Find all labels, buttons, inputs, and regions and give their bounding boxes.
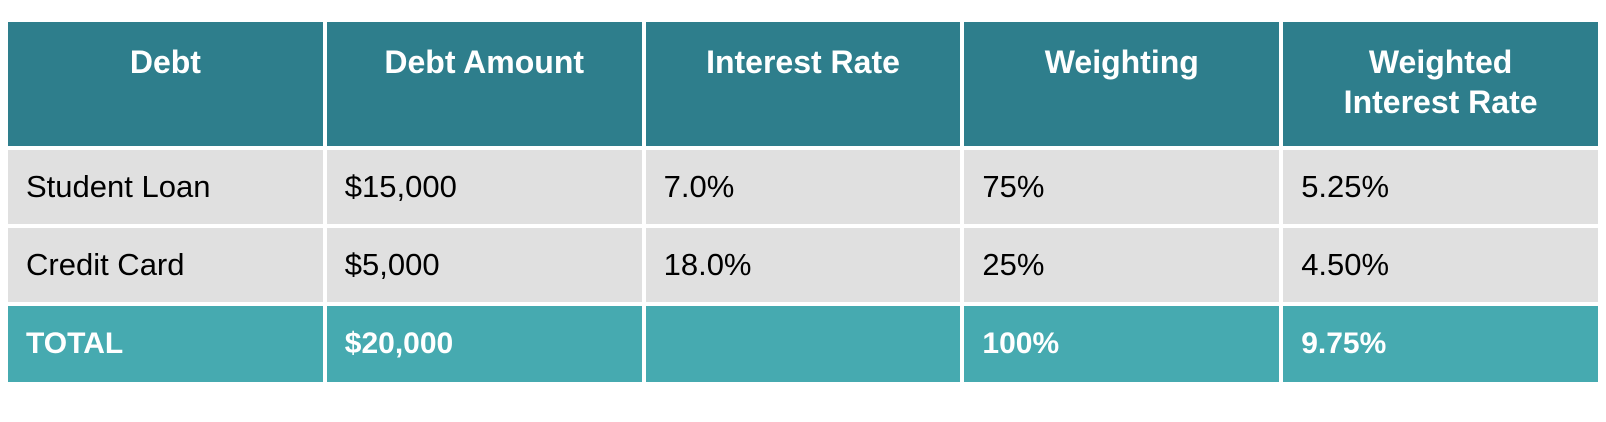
cell-debt: Credit Card	[8, 228, 323, 302]
cell-weighting: 25%	[964, 228, 1280, 302]
cell-interest-rate: 7.0%	[645, 150, 961, 224]
cell-total-weighted-interest-rate: 9.75%	[1283, 306, 1598, 382]
cell-weighting: 75%	[964, 150, 1280, 224]
table-row-total: TOTAL $20,000 100% 9.75%	[8, 306, 1598, 382]
cell-total-weighting: 100%	[964, 306, 1280, 382]
weighted-interest-rate-table: Debt Debt Amount Interest Rate Weighting…	[4, 18, 1602, 386]
table-row-credit-card: Credit Card $5,000 18.0% 25% 4.50%	[8, 228, 1598, 302]
col-header-debt: Debt	[8, 22, 323, 146]
col-header-interest-rate: Interest Rate	[645, 22, 961, 146]
cell-debt: Student Loan	[8, 150, 323, 224]
header-row: Debt Debt Amount Interest Rate Weighting…	[8, 22, 1598, 146]
cell-total-label: TOTAL	[8, 306, 323, 382]
cell-debt-amount: $15,000	[326, 150, 642, 224]
cell-weighted-interest-rate: 4.50%	[1283, 228, 1598, 302]
col-header-weighted-interest-rate: Weighted Interest Rate	[1283, 22, 1598, 146]
cell-debt-amount: $5,000	[326, 228, 642, 302]
table-row-student-loan: Student Loan $15,000 7.0% 75% 5.25%	[8, 150, 1598, 224]
cell-total-debt-amount: $20,000	[326, 306, 642, 382]
col-header-weighting: Weighting	[964, 22, 1280, 146]
cell-interest-rate: 18.0%	[645, 228, 961, 302]
cell-weighted-interest-rate: 5.25%	[1283, 150, 1598, 224]
weighted-interest-rate-table-container: Debt Debt Amount Interest Rate Weighting…	[4, 18, 1602, 386]
col-header-debt-amount: Debt Amount	[326, 22, 642, 146]
cell-total-interest-rate	[645, 306, 961, 382]
